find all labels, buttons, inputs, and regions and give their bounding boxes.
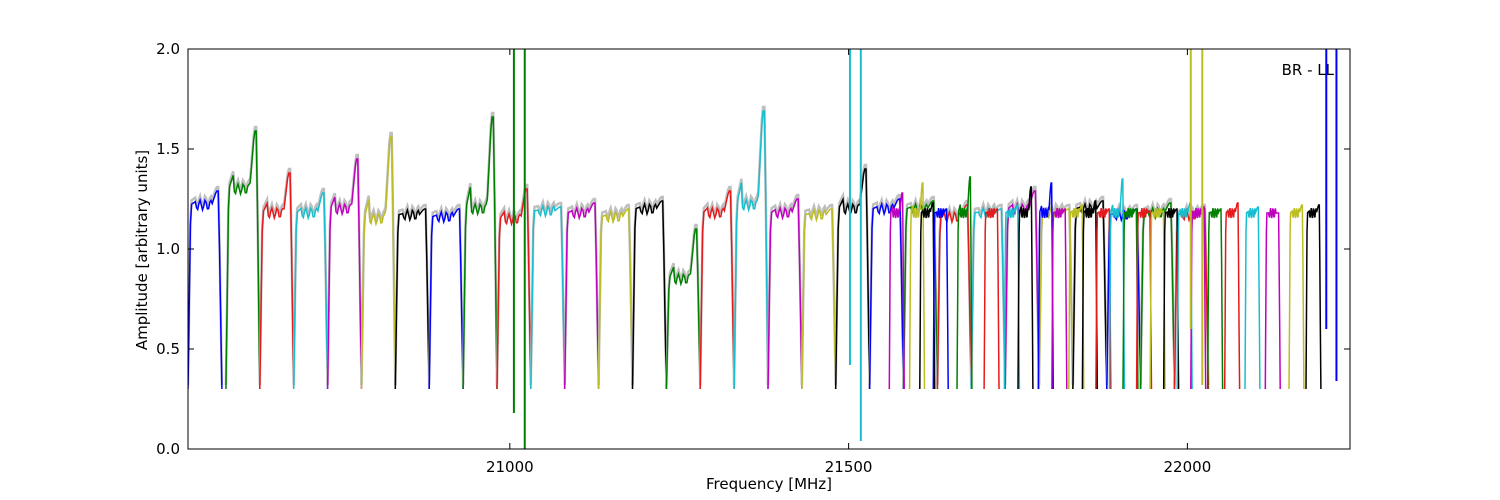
- narrow-band-trace-8: [1037, 182, 1054, 390]
- band-trace-7: [428, 208, 464, 390]
- reference-trace-28: [1139, 197, 1176, 386]
- reference-trace-7: [427, 203, 465, 386]
- reference-trace-20: [868, 193, 905, 386]
- band-trace-12: [597, 208, 634, 390]
- reference-trace-23: [969, 199, 1007, 386]
- reference-trace-26: [1071, 195, 1109, 386]
- y-axis: 0.0 0.5 1.0 1.5 2.0: [156, 40, 1350, 458]
- narrow-band-trace-5: [983, 207, 1000, 390]
- reference-trace-2: [258, 167, 295, 386]
- band-trace-13: [631, 200, 668, 390]
- narrow-band-trace-25: [1305, 204, 1322, 390]
- band-trace-20: [868, 198, 905, 390]
- band-trace-14: [665, 228, 701, 390]
- band-trace-1: [225, 130, 261, 390]
- narrow-band-trace-2: [919, 202, 936, 390]
- reference-trace-12: [597, 203, 634, 386]
- narrow-band-trace-11: [1081, 200, 1099, 390]
- narrow-band-trace-21: [1223, 202, 1241, 390]
- band-trace-23: [970, 205, 1006, 390]
- y-tick-label-2: 1.0: [156, 240, 180, 258]
- band-trace-5: [360, 136, 397, 390]
- narrow-band-trace-16: [1149, 207, 1166, 390]
- band-trace-26: [1072, 200, 1108, 390]
- y-tick-label-1: 0.5: [156, 340, 180, 358]
- narrow-band-trace-23: [1264, 207, 1281, 390]
- band-trace-3: [292, 192, 329, 390]
- band-trace-11: [563, 202, 600, 390]
- band-trace-8: [462, 116, 498, 390]
- reference-trace-24: [1003, 185, 1041, 386]
- x-axis-label: Frequency [MHz]: [706, 475, 832, 493]
- narrow-band-trace-15: [1135, 207, 1153, 390]
- narrow-band-trace-13: [1108, 178, 1126, 390]
- reference-trace-25: [1037, 199, 1075, 386]
- x-tick-label-2: 22000: [1164, 458, 1212, 476]
- band-trace-15: [699, 190, 735, 390]
- plot-annotation: BR - LL: [1282, 61, 1335, 79]
- band-trace-17: [767, 198, 803, 390]
- band-trace-16: [733, 110, 769, 390]
- narrow-band-trace-6: [1003, 204, 1021, 390]
- reference-trace-3: [292, 187, 329, 386]
- narrow-band-trace-20: [1206, 207, 1224, 390]
- reference-trace-18: [800, 201, 837, 386]
- band-trace-10: [530, 203, 566, 390]
- reference-trace-6: [394, 201, 431, 386]
- narrow-band-trace-1: [908, 182, 926, 390]
- narrow-band-trace-24: [1288, 204, 1305, 390]
- narrow-band-trace-18: [1176, 202, 1193, 390]
- reference-trace-19: [834, 163, 871, 386]
- narrow-band-trace-10: [1068, 204, 1085, 390]
- reference-trace-15: [698, 185, 736, 386]
- x-tick-label-1: 21500: [825, 458, 873, 476]
- narrow-band-trace-0: [888, 192, 905, 390]
- band-trace-6: [394, 207, 430, 390]
- reference-trace-17: [766, 193, 804, 386]
- y-tick-label-4: 2.0: [156, 40, 180, 58]
- narrow-band-trace-14: [1122, 207, 1139, 390]
- band-trace-18: [801, 207, 837, 390]
- narrow-band-trace-12: [1095, 207, 1112, 390]
- band-trace-2: [259, 172, 295, 390]
- band-trace-24: [1004, 190, 1040, 390]
- reference-trace-0: [188, 185, 224, 386]
- reference-trace-10: [529, 197, 566, 386]
- narrow-band-trace-7: [1017, 186, 1034, 390]
- band-trace-19: [834, 168, 871, 390]
- x-tick-label-0: 21000: [486, 458, 534, 476]
- y-tick-label-0: 0.0: [156, 440, 180, 458]
- narrow-band-trace-3: [932, 207, 949, 390]
- narrow-band-trace-22: [1244, 206, 1261, 390]
- band-trace-4: [326, 158, 363, 390]
- band-trace-0: [188, 190, 223, 390]
- series-layer: [188, 49, 1338, 449]
- x-axis: 21000 21500 22000: [486, 49, 1211, 476]
- reference-trace-11: [563, 197, 600, 386]
- narrow-band-trace-4: [956, 176, 973, 390]
- narrow-band-trace-9: [1051, 207, 1068, 390]
- narrow-band-trace-17: [1162, 207, 1180, 390]
- y-tick-label-3: 1.5: [156, 140, 180, 158]
- reference-trace-13: [631, 195, 668, 386]
- y-axis-label: Amplitude [arbitrary units]: [133, 150, 151, 350]
